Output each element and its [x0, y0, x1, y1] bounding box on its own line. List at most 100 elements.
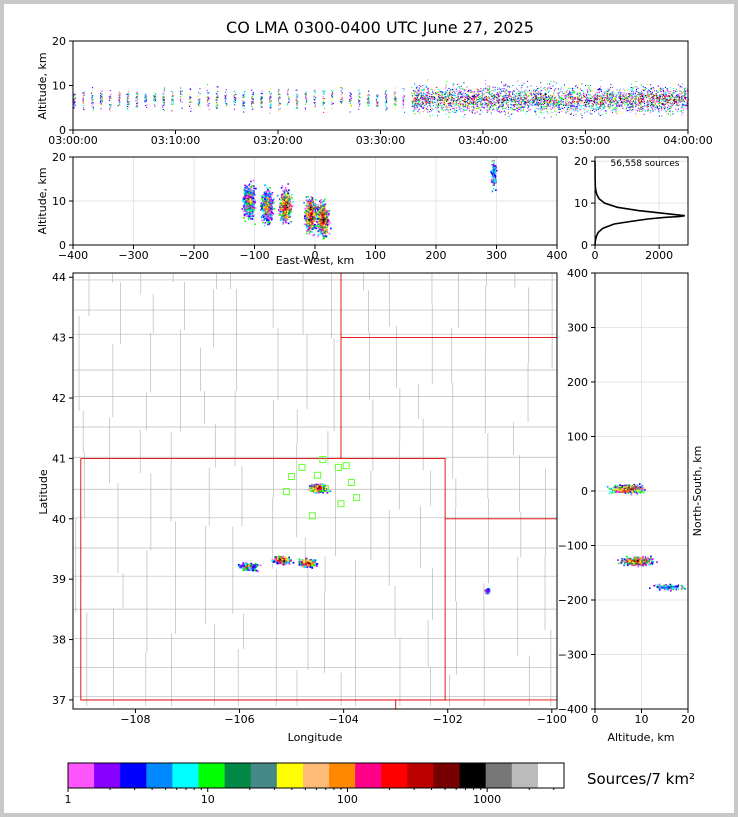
- source-point: [663, 108, 665, 110]
- source-point: [632, 89, 634, 91]
- source-point: [452, 97, 454, 99]
- source-point: [569, 88, 571, 90]
- source-point: [564, 84, 566, 86]
- source-point: [251, 89, 253, 91]
- source-point: [500, 100, 502, 102]
- source-point: [269, 98, 271, 100]
- source-point: [474, 107, 476, 109]
- source-point: [593, 101, 595, 103]
- source-point: [479, 109, 481, 111]
- source-point: [414, 106, 416, 108]
- source-point: [445, 105, 447, 107]
- source-point: [494, 97, 496, 99]
- source-point: [471, 103, 473, 105]
- source-point: [126, 104, 128, 106]
- source-point: [451, 102, 453, 104]
- source-point: [266, 190, 269, 192]
- source-point: [136, 91, 138, 93]
- source-point: [539, 99, 541, 101]
- source-point: [449, 93, 451, 95]
- source-point: [622, 97, 624, 99]
- source-point: [460, 92, 462, 94]
- source-point: [250, 209, 253, 212]
- source-point: [544, 105, 546, 107]
- source-point: [565, 112, 567, 114]
- source-point: [429, 103, 431, 105]
- source-point: [666, 89, 668, 91]
- source-point: [494, 94, 496, 96]
- source-point: [322, 90, 324, 92]
- source-point: [628, 101, 630, 103]
- source-point: [557, 106, 559, 108]
- source-point: [510, 97, 512, 99]
- source-point: [632, 87, 634, 89]
- source-point: [450, 89, 452, 91]
- source-point: [494, 95, 496, 97]
- source-point: [581, 114, 583, 116]
- source-point: [592, 99, 594, 101]
- source-point: [395, 99, 397, 101]
- source-point: [630, 108, 632, 110]
- source-point: [117, 105, 119, 107]
- source-point: [663, 100, 665, 102]
- source-point: [535, 103, 537, 105]
- source-point: [487, 91, 489, 93]
- source-point: [469, 101, 471, 103]
- source-point: [441, 91, 443, 93]
- source-point: [297, 101, 299, 103]
- source-point: [686, 88, 688, 90]
- source-point: [610, 93, 612, 95]
- source-point: [655, 93, 657, 95]
- source-point: [666, 109, 668, 111]
- source-point: [488, 108, 490, 110]
- source-point: [563, 103, 565, 105]
- source-point: [658, 102, 660, 104]
- source-point: [630, 83, 632, 85]
- source-point: [453, 108, 455, 110]
- source-point: [464, 99, 466, 101]
- source-point: [594, 111, 596, 113]
- source-point: [427, 100, 429, 102]
- source-point: [270, 95, 272, 97]
- source-point: [278, 102, 280, 104]
- source-point: [462, 106, 464, 108]
- source-point: [655, 94, 657, 96]
- source-point: [668, 108, 670, 110]
- source-point: [565, 95, 567, 97]
- source-point: [547, 98, 549, 100]
- source-point: [553, 102, 555, 104]
- source-point: [514, 95, 516, 97]
- source-point: [543, 108, 545, 110]
- source-point: [573, 104, 575, 106]
- source-point: [576, 102, 578, 104]
- source-point: [375, 98, 377, 100]
- source-point: [583, 105, 585, 107]
- source-point: [419, 84, 421, 86]
- source-point: [686, 96, 688, 98]
- source-point: [618, 97, 620, 99]
- source-point: [503, 85, 505, 87]
- source-point: [651, 102, 653, 104]
- source-point: [82, 92, 84, 94]
- source-point: [521, 106, 523, 108]
- source-point: [563, 105, 565, 107]
- source-point: [680, 98, 682, 100]
- source-point: [509, 98, 511, 100]
- source-point: [593, 95, 595, 97]
- source-point: [548, 90, 550, 92]
- source-point: [172, 92, 174, 94]
- source-point: [489, 101, 491, 103]
- source-point: [277, 98, 279, 100]
- source-point: [617, 102, 619, 104]
- source-point: [616, 100, 618, 102]
- source-point: [225, 102, 227, 104]
- source-point: [681, 100, 683, 102]
- source-point: [206, 95, 208, 97]
- source-point: [628, 93, 630, 95]
- source-point: [457, 83, 459, 85]
- source-point: [296, 97, 298, 99]
- source-point: [261, 98, 263, 100]
- figure-canvas: CO LMA 0300-0400 UTC June 27, 2025 03:00…: [4, 4, 734, 813]
- source-point: [137, 99, 139, 101]
- source-point: [682, 100, 684, 102]
